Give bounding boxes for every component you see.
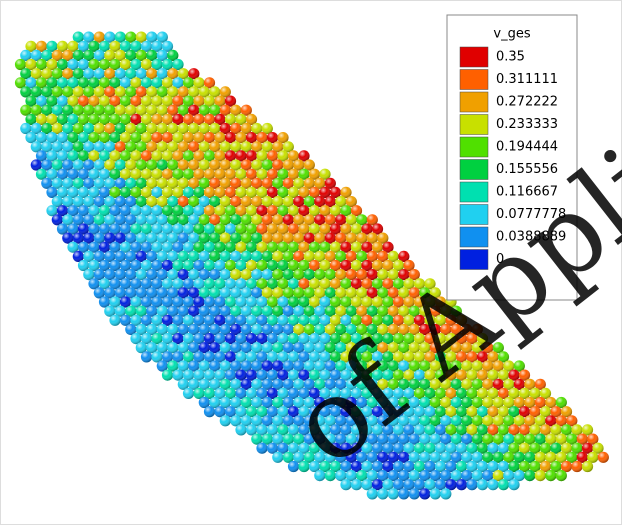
particle-shade	[183, 388, 194, 399]
particle-shade	[524, 470, 535, 481]
particle-shade	[141, 351, 152, 362]
particle-shade	[314, 470, 325, 481]
particle-shade	[456, 479, 467, 490]
legend-swatch	[460, 47, 488, 67]
particle-shade	[272, 452, 283, 463]
particle-shade	[256, 443, 267, 454]
particle-shade	[545, 470, 556, 481]
particle-shade	[498, 479, 509, 490]
particle-shade	[377, 488, 388, 499]
legend-label: 0.311111	[496, 72, 558, 87]
particle-shade	[440, 488, 451, 499]
particle-shade	[235, 424, 246, 435]
particle-shade	[556, 470, 567, 481]
particle-shade	[571, 461, 582, 472]
particle-shade	[204, 406, 215, 417]
particle-shade	[508, 479, 519, 490]
simulation-view: v_ges 0.35 0.311111 0.272222 0.233333 0.1944…	[0, 0, 622, 525]
particle-shade	[162, 370, 173, 381]
legend-swatch	[460, 92, 488, 112]
particle-shade	[535, 470, 546, 481]
particle-shade	[477, 479, 488, 490]
particle-shade	[487, 479, 498, 490]
particle-shade	[220, 415, 231, 426]
particle-shade	[288, 461, 299, 472]
particle-shade	[466, 479, 477, 490]
legend-title: v_ges	[493, 27, 530, 42]
particle-shade	[367, 488, 378, 499]
figure: v_ges 0.35 0.311111 0.272222 0.233333 0.1944…	[0, 0, 622, 525]
legend-label: 0.233333	[496, 117, 558, 132]
legend-swatch	[460, 70, 488, 90]
particle-shade	[419, 488, 430, 499]
particle-shade	[298, 461, 309, 472]
particle-shade	[388, 488, 399, 499]
particle-shade	[582, 461, 593, 472]
legend-label: 0.35	[496, 50, 525, 65]
legend-label: 0.194444	[496, 140, 558, 155]
legend-swatch	[460, 115, 488, 135]
particle-shade	[409, 488, 420, 499]
legend-swatch	[460, 137, 488, 157]
particle-shade	[430, 488, 441, 499]
particle-shade	[598, 452, 609, 463]
particle-shade	[109, 315, 120, 326]
legend-swatch	[460, 160, 488, 180]
legend-swatch	[460, 182, 488, 202]
particle-shade	[398, 488, 409, 499]
legend-label: 0.272222	[496, 95, 558, 110]
